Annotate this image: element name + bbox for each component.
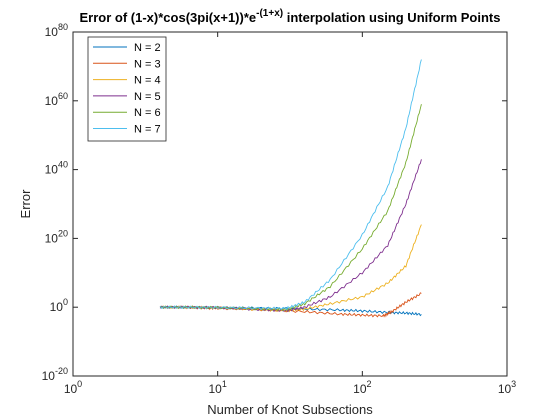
x-tick-exponent: 2	[367, 379, 372, 389]
x-tick-base: 10	[64, 382, 78, 396]
y-tick-label: 1060	[45, 91, 68, 108]
series-line-n-5	[159, 159, 422, 313]
y-tick-exponent: 80	[58, 22, 68, 32]
x-axis: 100 101 102 103	[64, 32, 516, 396]
legend-label-n-7: N = 7	[134, 124, 161, 136]
series-lines	[159, 59, 422, 318]
x-tick-label: 102	[353, 379, 371, 396]
x-axis-label: Number of Knot Subsections	[207, 402, 373, 417]
y-tick-label: 10-20	[42, 366, 68, 383]
y-axis-label: Error	[18, 189, 33, 219]
y-tick-exponent: 0	[63, 297, 68, 307]
title-suffix: interpolation using Uniform Points	[283, 10, 500, 25]
y-tick-base: 10	[45, 25, 59, 39]
legend-label-n-3: N = 3	[134, 58, 161, 70]
legend-label-n-6: N = 6	[134, 107, 161, 119]
x-tick-label: 100	[64, 379, 82, 396]
y-tick-exponent: 40	[58, 160, 68, 170]
x-tick-base: 10	[353, 382, 367, 396]
y-tick-base: 10	[50, 300, 64, 314]
y-tick-label: 100	[50, 297, 68, 314]
title-main-text: Error of (1-x)*cos(3pi(x+1))*e	[80, 10, 257, 25]
legend-label-n-5: N = 5	[134, 91, 161, 103]
series-line-n-7	[159, 59, 422, 311]
x-tick-base: 10	[208, 382, 222, 396]
y-tick-base: 10	[45, 163, 59, 177]
title-superscript: -(1+x)	[256, 8, 283, 19]
legend: N = 2 N = 3 N = 4 N = 5 N = 6 N = 7	[87, 36, 167, 142]
legend-label-n-4: N = 4	[134, 75, 161, 87]
x-tick-label: 101	[208, 379, 226, 396]
y-tick-label: 1080	[45, 22, 68, 39]
y-tick-label: 1020	[45, 228, 68, 245]
x-tick-exponent: 1	[222, 379, 227, 389]
chart-title: Error of (1-x)*cos(3pi(x+1))*e-(1+x) int…	[80, 8, 501, 25]
y-tick-label: 1040	[45, 160, 68, 177]
y-tick-base: 10	[45, 231, 59, 245]
y-tick-exponent: -20	[55, 366, 68, 376]
x-tick-base: 10	[498, 382, 512, 396]
y-tick-exponent: 60	[58, 91, 68, 101]
y-tick-base: 10	[42, 369, 56, 383]
x-tick-exponent: 0	[77, 379, 82, 389]
y-tick-exponent: 20	[58, 228, 68, 238]
legend-box	[87, 36, 167, 142]
y-tick-base: 10	[45, 94, 59, 108]
x-tick-exponent: 3	[511, 379, 516, 389]
x-tick-label: 103	[498, 379, 516, 396]
legend-label-n-2: N = 2	[134, 42, 161, 54]
